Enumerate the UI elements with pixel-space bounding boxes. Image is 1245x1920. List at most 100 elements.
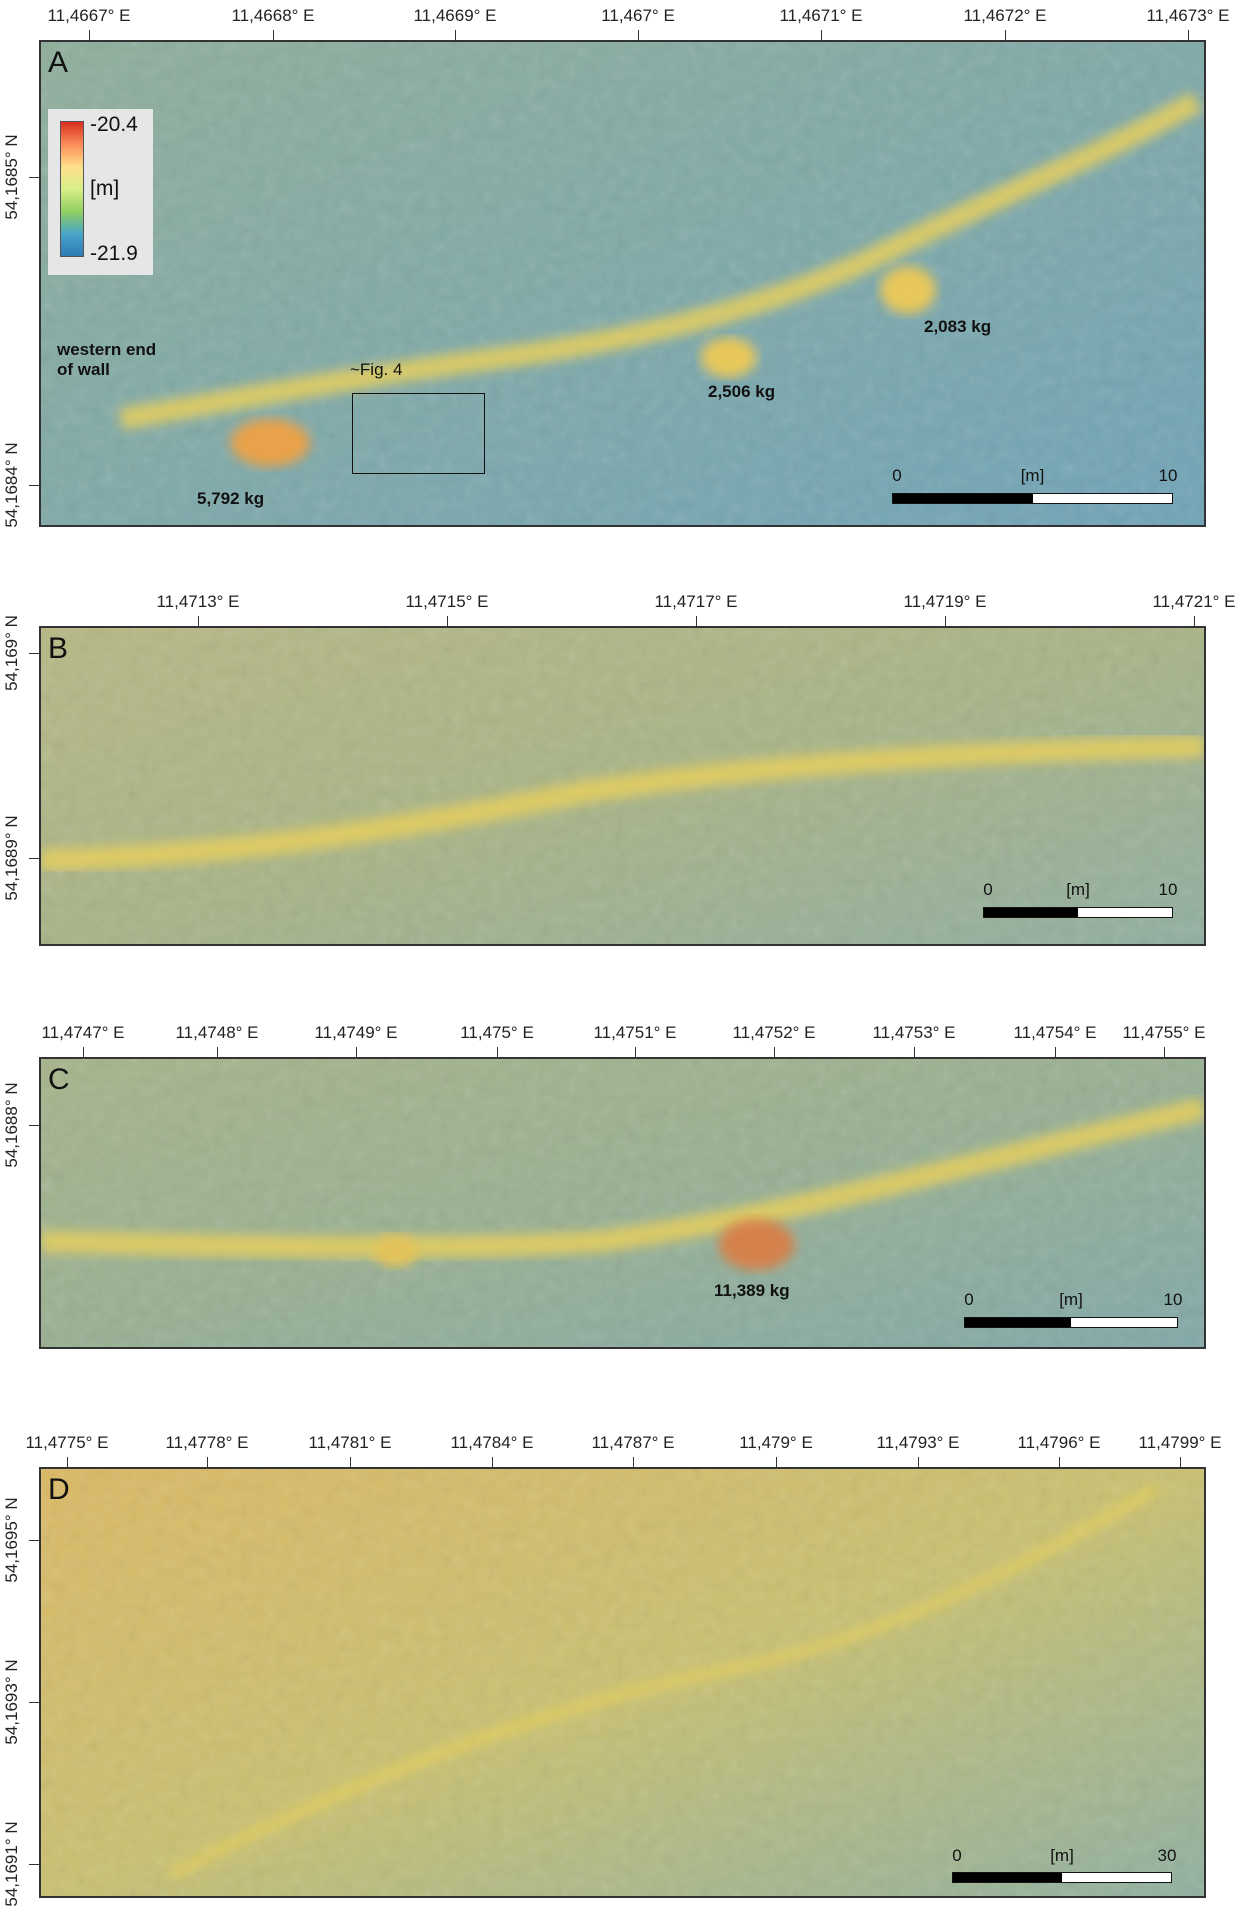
y-tick-mark <box>29 485 39 486</box>
scale-bar-black <box>965 1318 1071 1327</box>
x-tick-mark <box>1055 1047 1056 1057</box>
x-tick-label: 11,4671° E <box>779 6 863 25</box>
x-tick-label: 11,4713° E <box>156 592 240 611</box>
x-tick-mark <box>447 616 448 626</box>
x-tick-mark <box>198 616 199 626</box>
x-tick-label: 11,4715° E <box>405 592 489 611</box>
x-tick-label: 11,4752° E <box>732 1023 816 1042</box>
annotation-fig-ref: ~Fig. 4 <box>350 360 403 379</box>
panel-letter: A <box>48 46 69 79</box>
x-tick-label: 11,4749° E <box>314 1023 398 1042</box>
y-tick-label: 54,1695° N <box>2 1497 21 1583</box>
y-tick-mark <box>29 653 39 654</box>
y-tick-label: 54,1689° N <box>2 815 21 901</box>
scale-bar <box>964 1317 1178 1328</box>
boulder <box>700 337 757 378</box>
x-tick-mark <box>1164 1047 1165 1057</box>
x-tick-mark <box>776 1457 777 1467</box>
x-tick-label: 11,4668° E <box>231 6 315 25</box>
scale-bar-black <box>893 494 1033 503</box>
y-tick-label: 54,1685° N <box>2 134 21 220</box>
y-tick-label: 54,169° N <box>2 615 21 691</box>
stone-wall-ridge <box>118 91 1203 430</box>
x-tick-label: 11,4721° E <box>1152 592 1236 611</box>
y-tick-label: 54,1693° N <box>2 1659 21 1745</box>
legend-max: -20.4 <box>90 113 138 136</box>
x-tick-mark <box>1194 616 1195 626</box>
x-tick-mark <box>207 1457 208 1467</box>
annotation-stone2: 2,506 kg <box>708 382 776 401</box>
y-tick-mark <box>29 1864 39 1865</box>
x-tick-label: 11,4751° E <box>593 1023 677 1042</box>
depth-legend: -20.4 [m] -21.9 <box>48 109 153 275</box>
scale-label-start: 0 <box>952 1846 962 1865</box>
scale-label-end: 30 <box>1157 1846 1177 1865</box>
x-tick-label: 11,4793° E <box>876 1433 960 1452</box>
scale-label-end: 10 <box>1158 466 1178 485</box>
annotation-stone1: 11,389 kg <box>714 1281 790 1300</box>
x-tick-label: 11,4799° E <box>1138 1433 1222 1452</box>
scale-label-unit: [m] <box>1066 880 1090 899</box>
bathymetry-map <box>41 1059 1204 1347</box>
x-tick-mark <box>633 1457 634 1467</box>
scale-label-end: 10 <box>1163 1290 1183 1309</box>
stone-wall-ridge <box>41 735 1204 871</box>
scale-bar-white <box>1071 1318 1177 1327</box>
x-tick-mark <box>914 1047 915 1057</box>
x-tick-mark <box>83 1047 84 1057</box>
x-tick-label: 11,4775° E <box>25 1433 109 1452</box>
x-tick-label: 11,4719° E <box>903 592 987 611</box>
x-tick-mark <box>67 1457 68 1467</box>
x-tick-mark <box>638 30 639 40</box>
map-panel-c: C 11,389 kg <box>39 1057 1206 1349</box>
map-panel-d: D <box>39 1467 1206 1898</box>
panel-letter: B <box>48 632 69 665</box>
panel-letter: C <box>48 1063 70 1096</box>
scale-label-end: 10 <box>1158 880 1178 899</box>
x-tick-label: 11,4753° E <box>872 1023 956 1042</box>
scale-bar-white <box>1062 1873 1171 1882</box>
x-tick-label: 11,4787° E <box>591 1433 675 1452</box>
y-tick-label: 54,1684° N <box>2 442 21 528</box>
color-ramp <box>60 121 84 257</box>
x-tick-mark <box>1005 30 1006 40</box>
boulder <box>880 266 936 314</box>
x-tick-label: 11,4717° E <box>654 592 738 611</box>
scale-bar <box>892 493 1173 504</box>
x-tick-label: 11,4755° E <box>1122 1023 1206 1042</box>
scale-label-unit: [m] <box>1050 1846 1074 1865</box>
y-tick-mark <box>29 1702 39 1703</box>
scale-bar-white <box>1078 908 1172 917</box>
x-tick-mark <box>455 30 456 40</box>
stone-wall-ridge <box>41 1097 1204 1259</box>
bathymetry-map <box>41 42 1204 525</box>
x-tick-mark <box>217 1047 218 1057</box>
x-tick-mark <box>821 30 822 40</box>
y-tick-mark <box>29 1125 39 1126</box>
large-boulder <box>230 418 311 467</box>
x-tick-mark <box>635 1047 636 1057</box>
x-tick-label: 11,4672° E <box>963 6 1047 25</box>
scale-label-start: 0 <box>892 466 902 485</box>
x-tick-label: 11,4778° E <box>165 1433 249 1452</box>
x-tick-mark <box>273 30 274 40</box>
x-tick-mark <box>1188 30 1189 40</box>
x-tick-mark <box>774 1047 775 1057</box>
legend-min: -21.9 <box>90 242 138 265</box>
x-tick-mark <box>350 1457 351 1467</box>
stone-wall-ridge <box>168 1484 1160 1880</box>
scale-label-unit: [m] <box>1059 1290 1083 1309</box>
x-tick-label: 11,4673° E <box>1146 6 1230 25</box>
panel-letter: D <box>48 1473 70 1506</box>
x-tick-mark <box>356 1047 357 1057</box>
x-tick-label: 11,4667° E <box>47 6 131 25</box>
x-tick-label: 11,4747° E <box>41 1023 125 1042</box>
y-tick-mark <box>29 177 39 178</box>
x-tick-mark <box>918 1457 919 1467</box>
bathymetry-map <box>41 1469 1204 1896</box>
scale-bar <box>983 907 1173 918</box>
scale-bar-white <box>1032 494 1172 503</box>
x-tick-mark <box>89 30 90 40</box>
x-tick-mark <box>1059 1457 1060 1467</box>
x-tick-label: 11,4796° E <box>1017 1433 1101 1452</box>
